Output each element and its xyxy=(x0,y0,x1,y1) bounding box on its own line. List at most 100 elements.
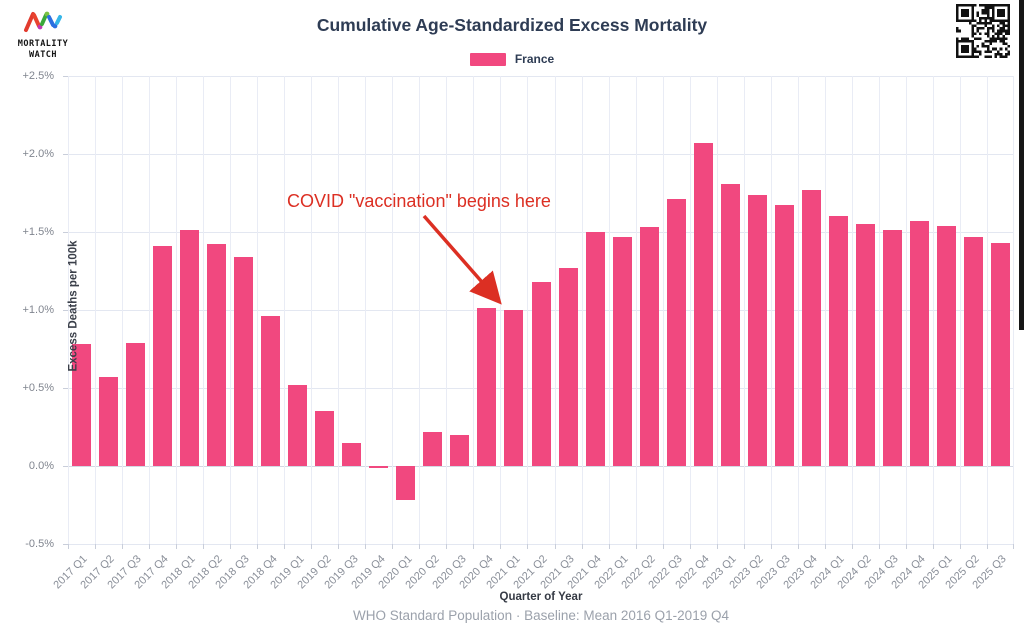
bar-2023-Q1[interactable] xyxy=(720,183,740,466)
x-tick xyxy=(960,544,961,549)
bar-2019-Q1[interactable] xyxy=(288,384,308,466)
x-tick xyxy=(879,544,880,549)
gridline-v xyxy=(555,76,556,544)
y-tick-label: +1.5% xyxy=(22,226,55,238)
bar-2017-Q1[interactable] xyxy=(72,344,91,466)
x-tick xyxy=(636,544,637,549)
gridline-v xyxy=(230,76,231,544)
bar-2021-Q4[interactable] xyxy=(585,232,605,466)
bar-2020-Q4[interactable] xyxy=(477,308,497,466)
bar-2019-Q3[interactable] xyxy=(342,442,362,466)
x-tick xyxy=(500,544,501,549)
bar-2024-Q2[interactable] xyxy=(855,224,875,466)
gridline-v xyxy=(717,76,718,544)
bar-2022-Q4[interactable] xyxy=(693,143,713,466)
bar-2017-Q2[interactable] xyxy=(99,377,119,466)
y-tick xyxy=(63,544,68,545)
y-tick-label: +0.5% xyxy=(22,382,55,394)
plot-area xyxy=(63,76,1014,549)
bar-2025-Q2[interactable] xyxy=(963,236,983,466)
x-tick xyxy=(419,544,420,549)
gridline-v xyxy=(933,76,934,544)
y-tick xyxy=(63,76,68,77)
y-tick-label: +2.5% xyxy=(22,70,55,82)
x-tick xyxy=(176,544,177,549)
gridline-v xyxy=(203,76,204,544)
gridline-v xyxy=(257,76,258,544)
gridline-v xyxy=(284,76,285,544)
chart-title: Cumulative Age-Standardized Excess Morta… xyxy=(316,15,708,35)
gridline-v xyxy=(122,76,123,544)
annotation-text: COVID "vaccination" begins here xyxy=(287,191,551,211)
y-axis-title: Excess Deaths per 100k xyxy=(67,240,80,372)
bar-2023-Q2[interactable] xyxy=(747,194,767,466)
x-tick xyxy=(473,544,474,549)
bar-2023-Q3[interactable] xyxy=(774,205,794,466)
chart-caption: WHO Standard Population · Baseline: Mean… xyxy=(353,608,729,623)
legend: France xyxy=(0,52,1024,66)
x-tick xyxy=(446,544,447,549)
x-tick xyxy=(527,544,528,549)
x-tick xyxy=(230,544,231,549)
bar-2022-Q2[interactable] xyxy=(639,227,659,466)
y-axis-labels: +2.5% +2.0% +1.5% +1.0% +0.5% 0.0% -0.5% xyxy=(0,70,62,550)
bar-2018-Q1[interactable] xyxy=(180,230,200,466)
gridline-v xyxy=(771,76,772,544)
bar-2018-Q2[interactable] xyxy=(207,244,227,466)
y-tick-label: 0.0% xyxy=(28,460,54,472)
gridline-v xyxy=(338,76,339,544)
gridline-h xyxy=(68,232,1014,233)
gridline-v xyxy=(419,76,420,544)
x-tick xyxy=(582,544,583,549)
gridline-v xyxy=(365,76,366,544)
gridline-v xyxy=(311,76,312,544)
gridline-v xyxy=(744,76,745,544)
x-tick xyxy=(365,544,366,549)
bar-2024-Q3[interactable] xyxy=(882,230,902,466)
bar-2020-Q1[interactable] xyxy=(396,466,416,501)
bar-2018-Q4[interactable] xyxy=(261,316,281,466)
gridline-v xyxy=(68,76,69,544)
bar-2018-Q3[interactable] xyxy=(234,256,254,466)
bar-2017-Q4[interactable] xyxy=(153,246,173,466)
bar-2024-Q1[interactable] xyxy=(828,216,848,466)
x-tick xyxy=(825,544,826,549)
gridline-v xyxy=(987,76,988,544)
bar-2022-Q3[interactable] xyxy=(666,199,686,466)
y-tick xyxy=(63,310,68,311)
bar-2019-Q2[interactable] xyxy=(315,411,335,466)
gridline-v xyxy=(825,76,826,544)
legend-color-swatch[interactable] xyxy=(469,52,506,66)
x-tick xyxy=(68,544,69,549)
x-tick xyxy=(717,544,718,549)
bar-2021-Q3[interactable] xyxy=(558,267,578,466)
bar-2024-Q4[interactable] xyxy=(909,221,929,466)
bar-2021-Q2[interactable] xyxy=(531,281,551,466)
x-tick xyxy=(609,544,610,549)
page-edge-strip xyxy=(1019,0,1024,330)
x-tick xyxy=(284,544,285,549)
y-tick xyxy=(63,466,68,467)
bar-2025-Q3[interactable] xyxy=(990,242,1010,466)
bar-2020-Q2[interactable] xyxy=(423,431,443,466)
gridline-v xyxy=(176,76,177,544)
logo-text-line2: WATCH xyxy=(28,49,58,60)
gridline-v xyxy=(690,76,691,544)
x-tick xyxy=(1013,544,1014,549)
bar-2017-Q3[interactable] xyxy=(126,342,146,466)
bar-2019-Q4[interactable] xyxy=(369,466,389,468)
gridline-v xyxy=(95,76,96,544)
bar-2023-Q4[interactable] xyxy=(801,189,821,466)
legend-label-france[interactable]: France xyxy=(514,52,555,66)
logo-text-line1: MORTALITY xyxy=(17,39,69,49)
y-tick-label: +2.0% xyxy=(22,148,55,160)
gridline-v xyxy=(1013,76,1014,544)
bar-2021-Q1[interactable] xyxy=(504,310,524,466)
x-tick xyxy=(338,544,339,549)
bar-2020-Q3[interactable] xyxy=(450,434,470,466)
gridline-v xyxy=(906,76,907,544)
bar-2022-Q1[interactable] xyxy=(612,236,632,466)
y-tick xyxy=(63,388,68,389)
bar-2025-Q1[interactable] xyxy=(936,225,956,466)
y-tick xyxy=(63,232,68,233)
